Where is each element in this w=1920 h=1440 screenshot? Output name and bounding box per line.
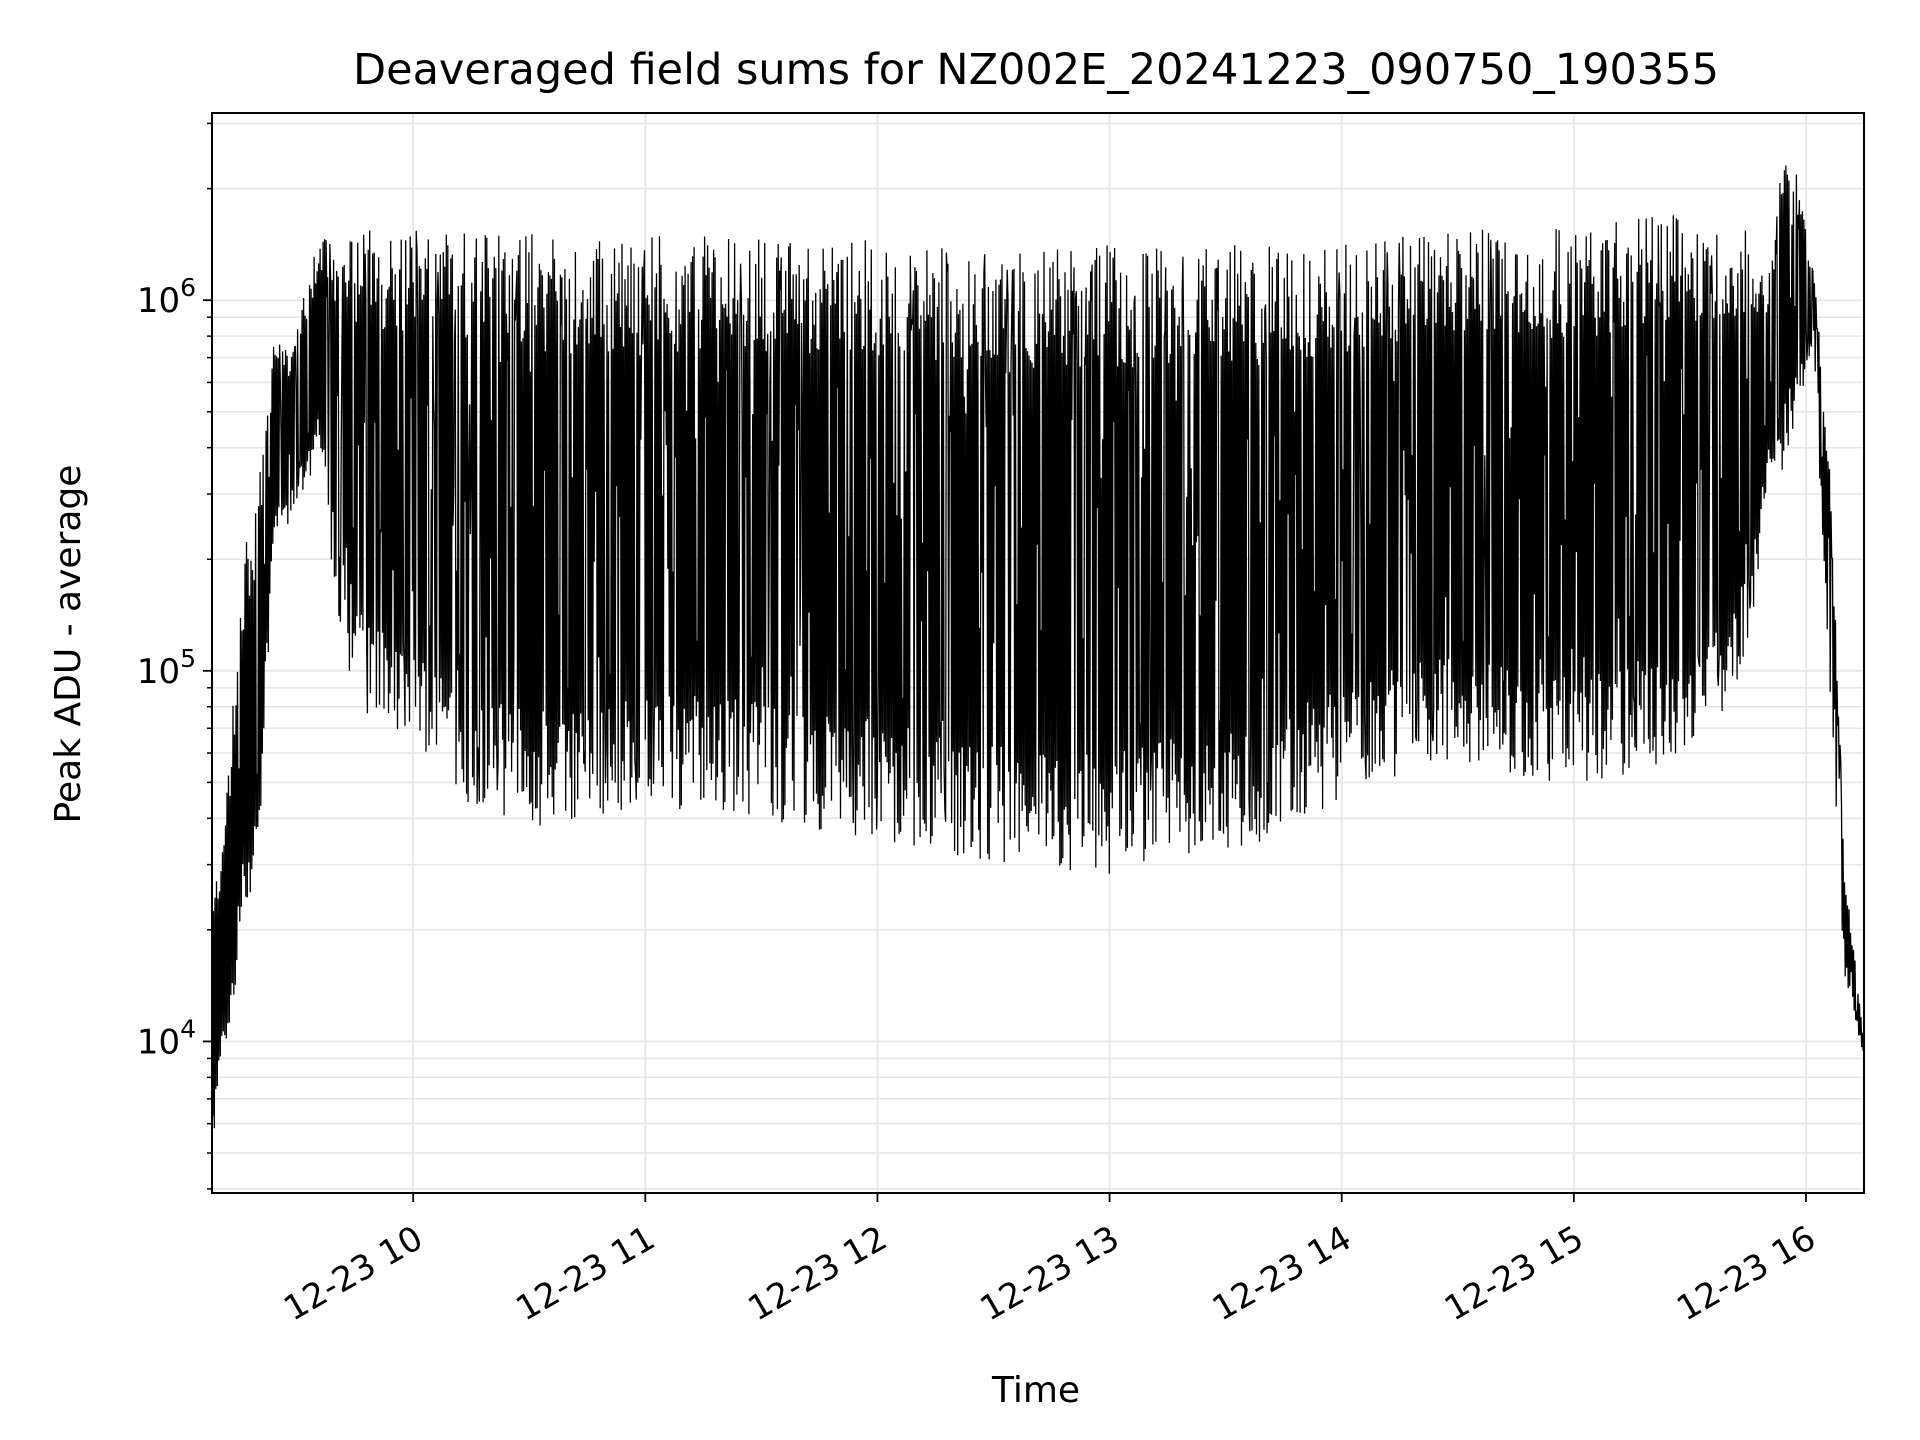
x-tick-label: 12-23 12 — [742, 1218, 894, 1329]
y-tick-label: 104 — [137, 1014, 196, 1062]
x-tick-label: 12-23 15 — [1438, 1218, 1590, 1329]
y-axis-label: Peak ADU - average — [48, 465, 89, 824]
x-tick-label: 12-23 16 — [1670, 1218, 1822, 1329]
y-tick-exponent: 6 — [180, 273, 196, 302]
x-tick-label: 12-23 10 — [277, 1218, 429, 1329]
x-tick-label: 12-23 11 — [509, 1218, 661, 1329]
chart-title: Deaveraged field sums for NZ002E_2024122… — [353, 45, 1719, 95]
x-axis-label: Time — [991, 1370, 1080, 1411]
data-series — [211, 165, 1865, 1129]
x-tick-label: 12-23 14 — [1206, 1218, 1358, 1329]
y-tick-exponent: 5 — [180, 644, 196, 673]
y-tick-label: 105 — [137, 644, 196, 692]
series-line — [211, 165, 1865, 1129]
y-tick-exponent: 4 — [180, 1014, 196, 1043]
y-tick-label: 106 — [137, 273, 196, 321]
x-tick-label: 12-23 13 — [974, 1218, 1126, 1329]
plot-frame — [211, 112, 1865, 1194]
